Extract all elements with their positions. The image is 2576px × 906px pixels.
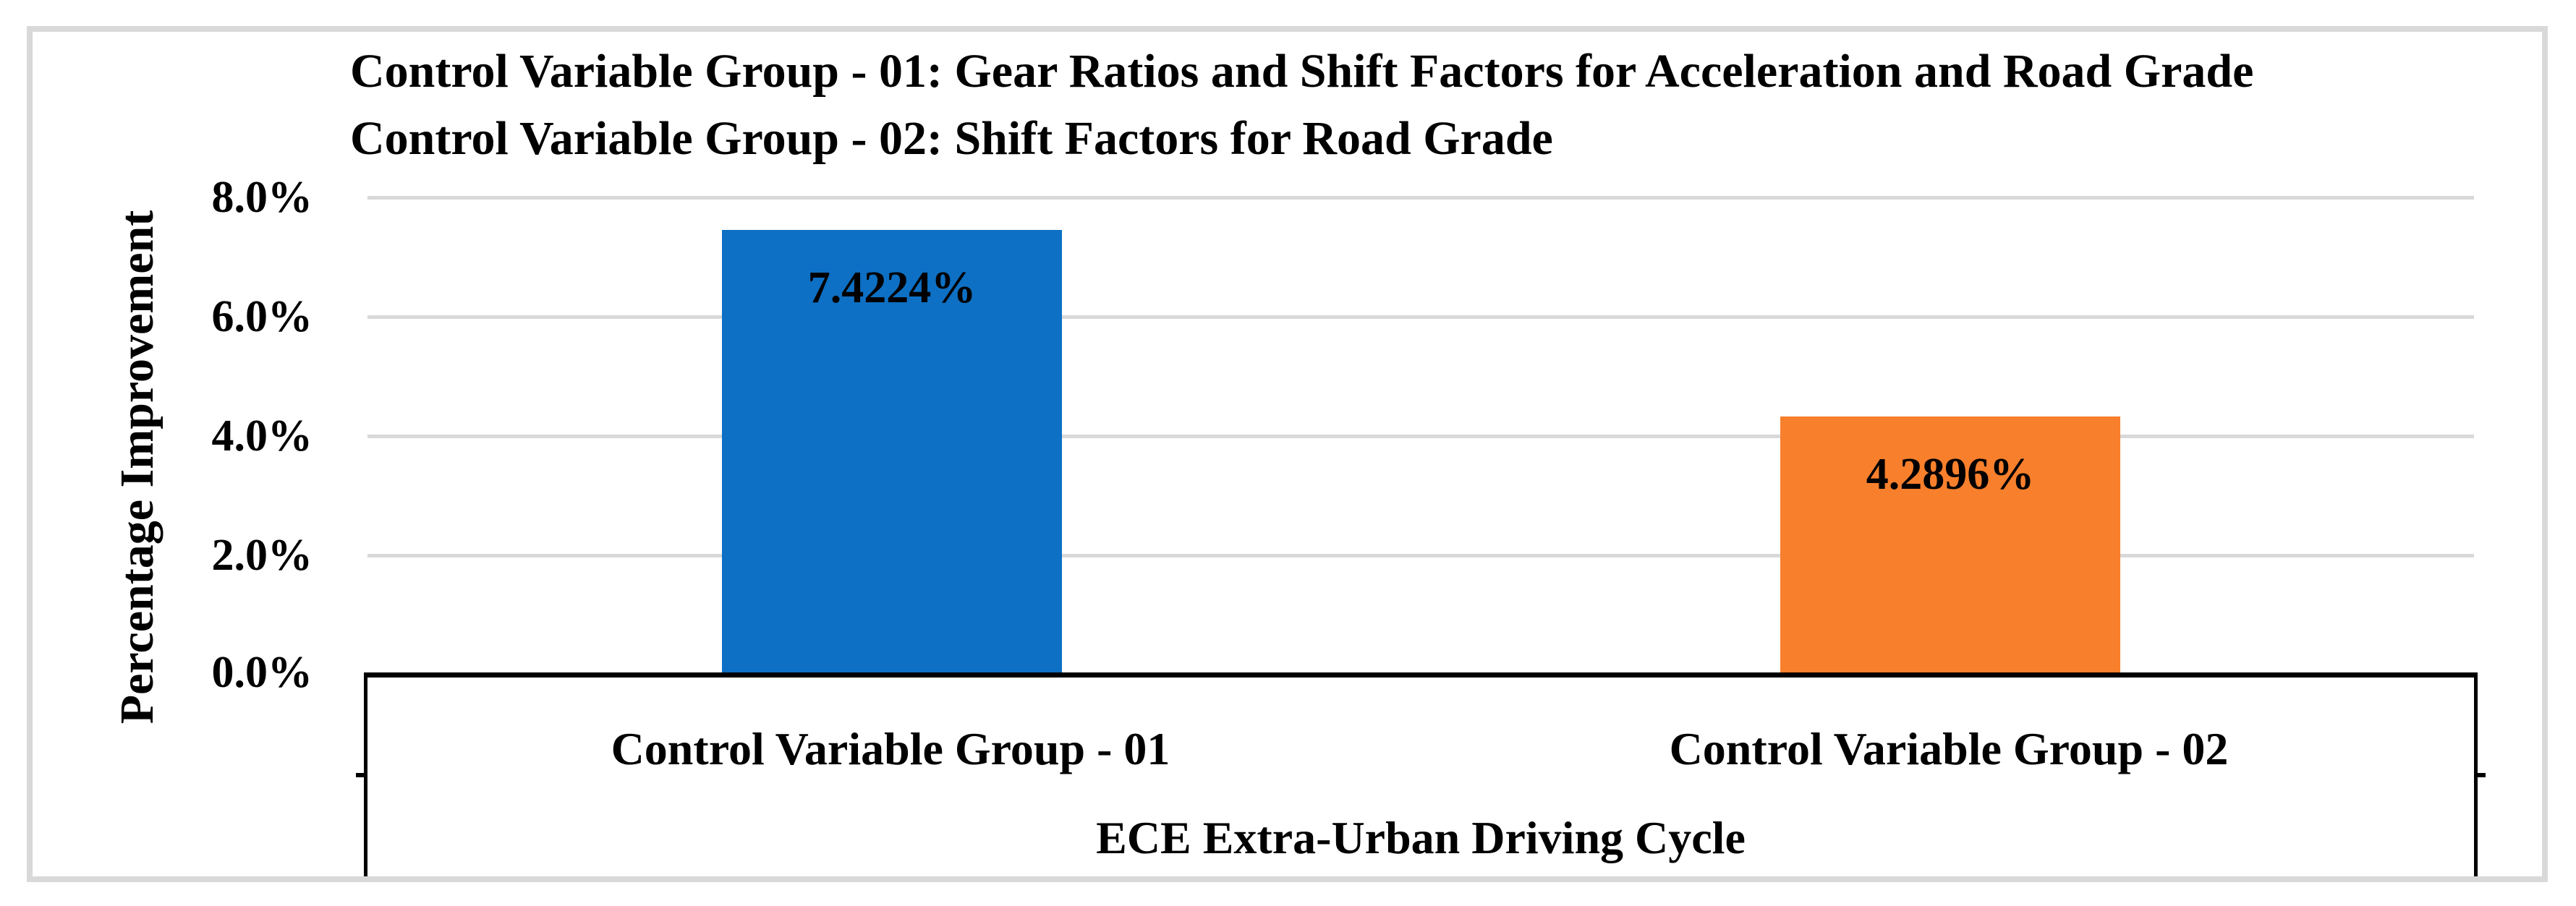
axis-level-tick-right (2475, 773, 2486, 777)
chart-title-line-2: Control Variable Group - 02: Shift Facto… (350, 112, 1553, 165)
bar-control-variable-group-02: 4.2896% (1780, 416, 2120, 672)
y-tick-label-2: 2.0% (211, 530, 313, 580)
chart-outer-frame (27, 26, 2548, 882)
chart-title-line-1: Control Variable Group - 01: Gear Ratios… (350, 45, 2254, 98)
gridline-8pct (367, 196, 2474, 200)
x-axis-group-label: ECE Extra-Urban Driving Cycle (1096, 812, 1746, 863)
x-category-label-group-01: Control Variable Group - 01 (611, 723, 1170, 774)
y-tick-label-4: 4.0% (211, 411, 313, 461)
gridline-6pct (367, 315, 2474, 319)
y-tick-label-8: 8.0% (211, 172, 313, 222)
gridline-4pct (367, 435, 2474, 438)
bar-control-variable-group-01: 7.4224% (722, 230, 1062, 672)
x-category-label-group-02: Control Variable Group - 02 (1669, 723, 2229, 774)
bar-value-label-group-01: 7.4224% (807, 263, 977, 312)
y-tick-label-6: 6.0% (211, 291, 313, 341)
bar-value-label-group-02: 4.2896% (1866, 450, 2035, 499)
y-tick-label-0: 0.0% (211, 647, 313, 697)
axis-level-tick-left (356, 773, 366, 777)
gridline-2pct (367, 554, 2474, 557)
